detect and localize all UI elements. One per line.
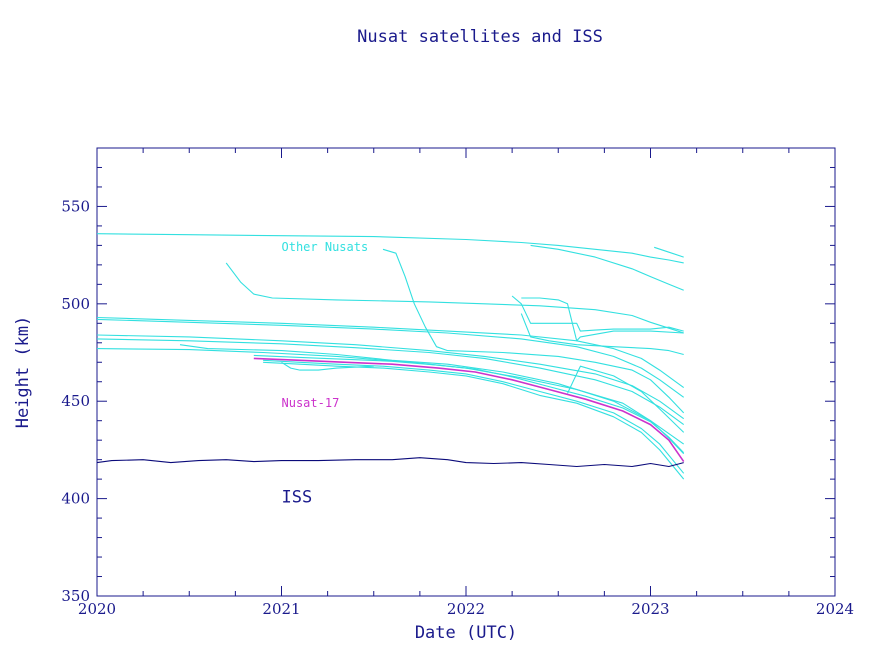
y-tick-label: 500 (61, 295, 90, 313)
tick-labels: 2020 2021 2022 2023 2024 350 400 450 500 550 (61, 197, 854, 618)
series-line-other (96, 338, 685, 426)
series-line-nusat17 (253, 357, 685, 463)
series-line-other (530, 244, 684, 291)
series-line-other (263, 361, 685, 480)
x-tick-label: 2020 (78, 600, 116, 618)
series-line-other (179, 344, 685, 455)
y-tick-label: 400 (61, 490, 90, 508)
chart-title: Nusat satellites and ISS (357, 27, 603, 47)
plot-frame (96, 147, 836, 597)
annotation-label: Other Nusats (282, 240, 369, 254)
y-tick-label: 550 (61, 197, 90, 215)
series-line-other (382, 248, 685, 414)
series-line-other (521, 297, 684, 342)
tick-marks (96, 147, 836, 597)
series-line-other (96, 316, 685, 389)
series-line-other (253, 354, 685, 454)
y-axis-label: Height (km) (13, 316, 33, 429)
x-tick-label: 2024 (816, 600, 854, 618)
series-line-other (263, 359, 685, 474)
series-line-other (281, 361, 374, 371)
annotations: Other Nusats Nusat-17 ISS (282, 240, 369, 507)
x-tick-label: 2022 (447, 600, 485, 618)
series-line-other (96, 233, 684, 264)
x-tick-label: 2023 (631, 600, 669, 618)
x-axis-label: Date (UTC) (415, 623, 517, 643)
annotation-label: ISS (282, 488, 313, 508)
y-tick-label: 450 (61, 392, 90, 410)
series-line-other (96, 318, 685, 398)
annotation-label: Nusat-17 (282, 396, 340, 410)
series-line-other (654, 246, 684, 258)
y-tick-label: 350 (61, 587, 90, 605)
series-line-other (511, 295, 684, 332)
x-tick-label: 2021 (262, 600, 300, 618)
series-line-other (96, 334, 685, 420)
series-line-iss (96, 457, 684, 468)
series-line-other (520, 313, 684, 356)
series-line-other (567, 365, 685, 433)
series-layer (96, 233, 685, 480)
series-line-other (225, 262, 684, 334)
